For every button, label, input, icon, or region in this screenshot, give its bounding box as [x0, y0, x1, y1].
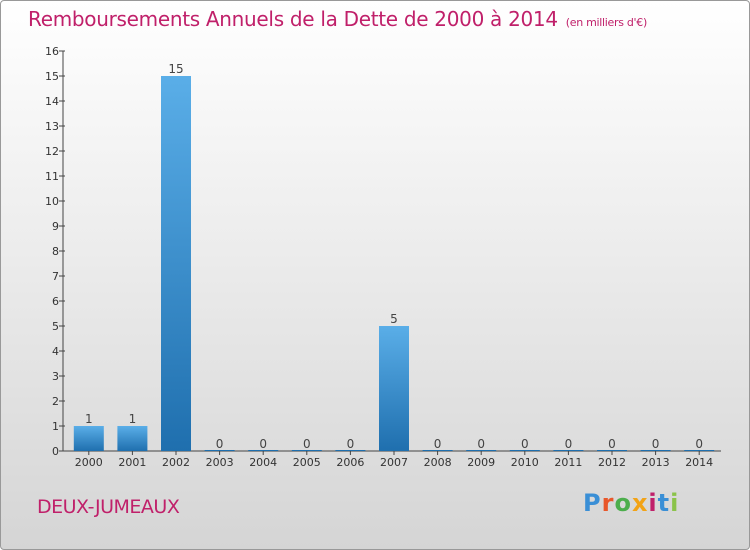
bar-value-label: 0: [259, 437, 267, 451]
logo-letter: i: [648, 489, 658, 517]
commune-name: DEUX-JUMEAUX: [37, 496, 180, 518]
bar-value-label: 1: [129, 412, 137, 426]
bar: [466, 450, 497, 451]
y-tick-label: 2: [52, 395, 59, 408]
bar: [248, 450, 279, 451]
y-tick-label: 5: [52, 320, 59, 333]
bar-value-label: 1: [85, 412, 93, 426]
bar: [291, 450, 322, 451]
y-tick-label: 14: [45, 95, 59, 108]
bar: [684, 450, 715, 451]
x-tick-label: 2009: [467, 456, 495, 469]
bar-value-label: 0: [434, 437, 442, 451]
chart-unit: (en milliers d'€): [565, 16, 647, 29]
x-tick-label: 2013: [642, 456, 670, 469]
y-tick-label: 8: [52, 245, 59, 258]
y-tick-label: 11: [45, 170, 59, 183]
proxiti-logo[interactable]: Proxiti: [583, 489, 679, 517]
logo-letter: P: [583, 489, 602, 517]
y-tick-label: 3: [52, 370, 59, 383]
bar-value-label: 0: [521, 437, 529, 451]
bar-value-label: 15: [168, 62, 183, 76]
x-tick-label: 2008: [424, 456, 452, 469]
x-tick-label: 2002: [162, 456, 190, 469]
bar: [161, 76, 191, 451]
x-tick-label: 2012: [598, 456, 626, 469]
y-tick-label: 9: [52, 220, 59, 233]
y-tick-label: 16: [45, 45, 59, 58]
x-tick-label: 2001: [118, 456, 146, 469]
logo-letter: r: [601, 489, 615, 517]
y-tick-label: 15: [45, 70, 59, 83]
x-tick-label: 2010: [511, 456, 539, 469]
y-tick-label: 10: [45, 195, 59, 208]
bar-value-label: 0: [477, 437, 485, 451]
bar-value-label: 0: [303, 437, 311, 451]
logo-letter: x: [631, 489, 649, 517]
bar: [640, 450, 671, 451]
chart-title: Remboursements Annuels de la Dette de 20…: [28, 7, 647, 31]
y-tick-label: 6: [52, 295, 59, 308]
bar: [597, 450, 627, 451]
bar-value-label: 0: [608, 437, 616, 451]
bar: [335, 450, 366, 451]
y-tick-label: 0: [52, 445, 59, 458]
bar: [422, 450, 453, 451]
bar: [553, 450, 584, 451]
logo-letter: i: [670, 489, 680, 517]
x-tick-label: 2006: [336, 456, 364, 469]
y-tick-label: 7: [52, 270, 59, 283]
y-tick-label: 12: [45, 145, 59, 158]
x-tick-label: 2011: [554, 456, 582, 469]
bar: [117, 426, 148, 451]
y-tick-label: 4: [52, 345, 59, 358]
x-tick-label: 2004: [249, 456, 277, 469]
x-tick-label: 2014: [685, 456, 713, 469]
bar-value-label: 0: [347, 437, 355, 451]
bar-value-label: 5: [390, 312, 398, 326]
y-tick-label: 13: [45, 120, 59, 133]
bar: [509, 450, 540, 451]
x-tick-label: 2005: [293, 456, 321, 469]
bar-value-label: 0: [695, 437, 703, 451]
x-tick-label: 2003: [206, 456, 234, 469]
bar-value-label: 0: [216, 437, 224, 451]
bar: [204, 450, 235, 451]
x-tick-label: 2000: [75, 456, 103, 469]
bar-value-label: 0: [652, 437, 660, 451]
logo-letter: o: [614, 489, 632, 517]
x-tick-label: 2007: [380, 456, 408, 469]
bar: [379, 326, 409, 451]
bar: [73, 426, 104, 451]
y-tick-label: 1: [52, 420, 59, 433]
chart-title-text: Remboursements Annuels de la Dette de 20…: [28, 7, 558, 31]
logo-letter: t: [657, 489, 671, 517]
bar-value-label: 0: [565, 437, 573, 451]
